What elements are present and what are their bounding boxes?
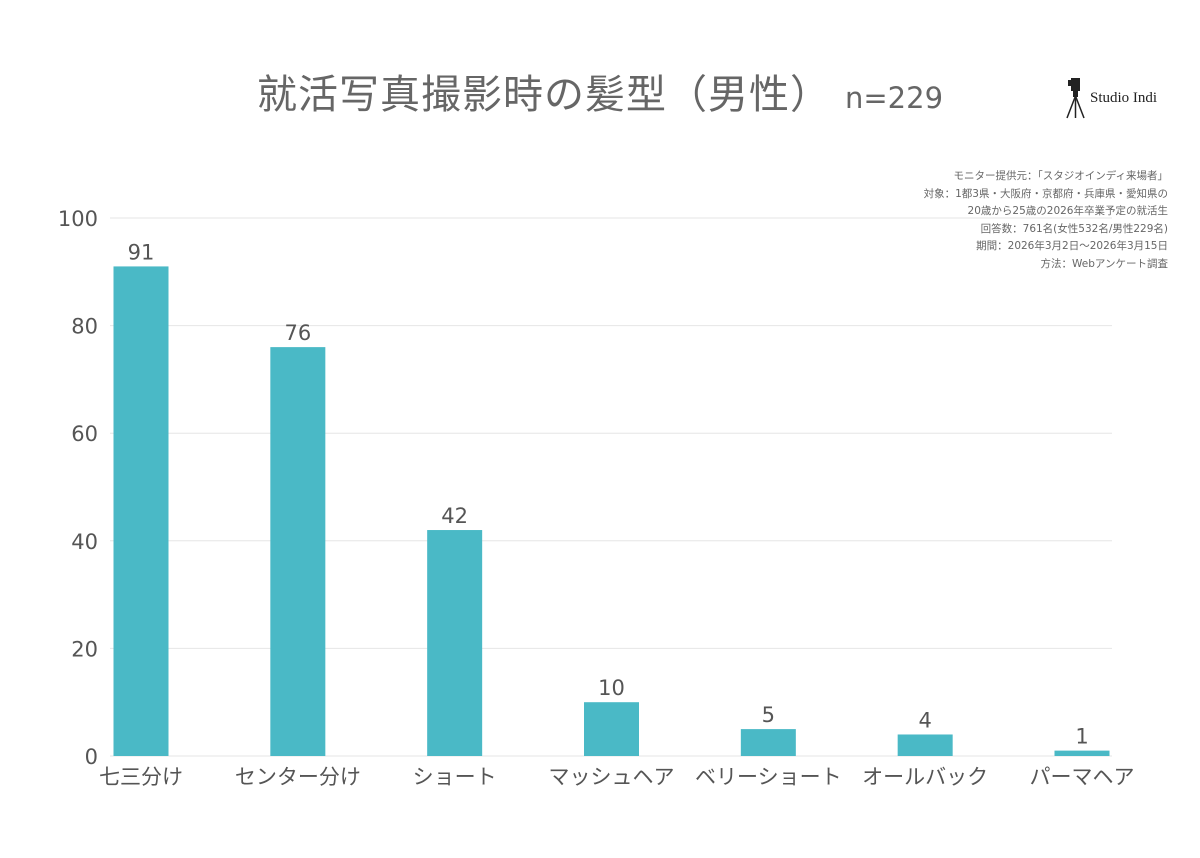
studio-logo: Studio Indi — [1064, 76, 1174, 120]
y-tick-label: 20 — [71, 637, 98, 661]
data-label: 4 — [918, 708, 931, 732]
chart-title-area: 就活写真撮影時の髪型（男性） n=229 — [0, 62, 1200, 120]
bar — [113, 266, 169, 756]
chart-title: 就活写真撮影時の髪型（男性） — [256, 72, 831, 118]
y-tick-label: 40 — [71, 530, 98, 554]
data-label: 1 — [1075, 725, 1088, 749]
y-tick-label: 100 — [58, 207, 98, 231]
bar-layer — [113, 266, 1110, 756]
sample-size-label: n=229 — [844, 81, 944, 115]
data-label: 76 — [284, 321, 311, 345]
category-label: センター分け — [235, 765, 361, 789]
note-line: 回答数：761名(女性532名/男性229名) — [980, 222, 1168, 235]
camera-tripod-icon — [1066, 78, 1085, 119]
category-label: マッシュヘア — [549, 765, 675, 789]
category-label: ショート — [413, 765, 497, 789]
data-label: 42 — [441, 504, 468, 528]
data-label: 91 — [128, 240, 155, 264]
bar — [1054, 750, 1110, 756]
category-label: オールバック — [862, 765, 988, 789]
category-label: パーマヘア — [1030, 765, 1135, 789]
label-layer: 0 20 40 60 80 100 91 七三分け 76 センター分け 42 ショート 10 マッシュヘア… — [58, 207, 1135, 789]
bar — [427, 530, 483, 756]
category-label: 七三分け — [99, 765, 183, 789]
category-label: ベリーショート — [695, 765, 842, 789]
y-tick-label: 0 — [85, 745, 98, 769]
logo-text: Studio Indi — [1090, 90, 1158, 106]
data-label: 10 — [598, 676, 625, 700]
note-line: 期間：2026年3月2日〜2026年3月15日 — [976, 240, 1168, 252]
survey-notes: モニター提供元：「スタジオインディ来場者」 対象：1都3県・大阪府・京都府・兵庫… — [924, 168, 1168, 273]
bar — [584, 702, 639, 756]
y-tick-label: 80 — [71, 315, 98, 339]
bar — [897, 734, 953, 756]
note-line: 方法：Webアンケート調査 — [1040, 257, 1168, 270]
note-line: モニター提供元：「スタジオインディ来場者」 — [953, 170, 1168, 182]
bar — [740, 729, 796, 756]
bar — [270, 347, 326, 756]
note-line: 対象：1都3県・大阪府・京都府・兵庫県・愛知県の — [923, 187, 1168, 200]
data-label: 5 — [762, 703, 775, 727]
note-line: 20歳から25歳の2026年卒業予定の就活生 — [967, 205, 1168, 217]
y-tick-label: 60 — [71, 422, 98, 446]
